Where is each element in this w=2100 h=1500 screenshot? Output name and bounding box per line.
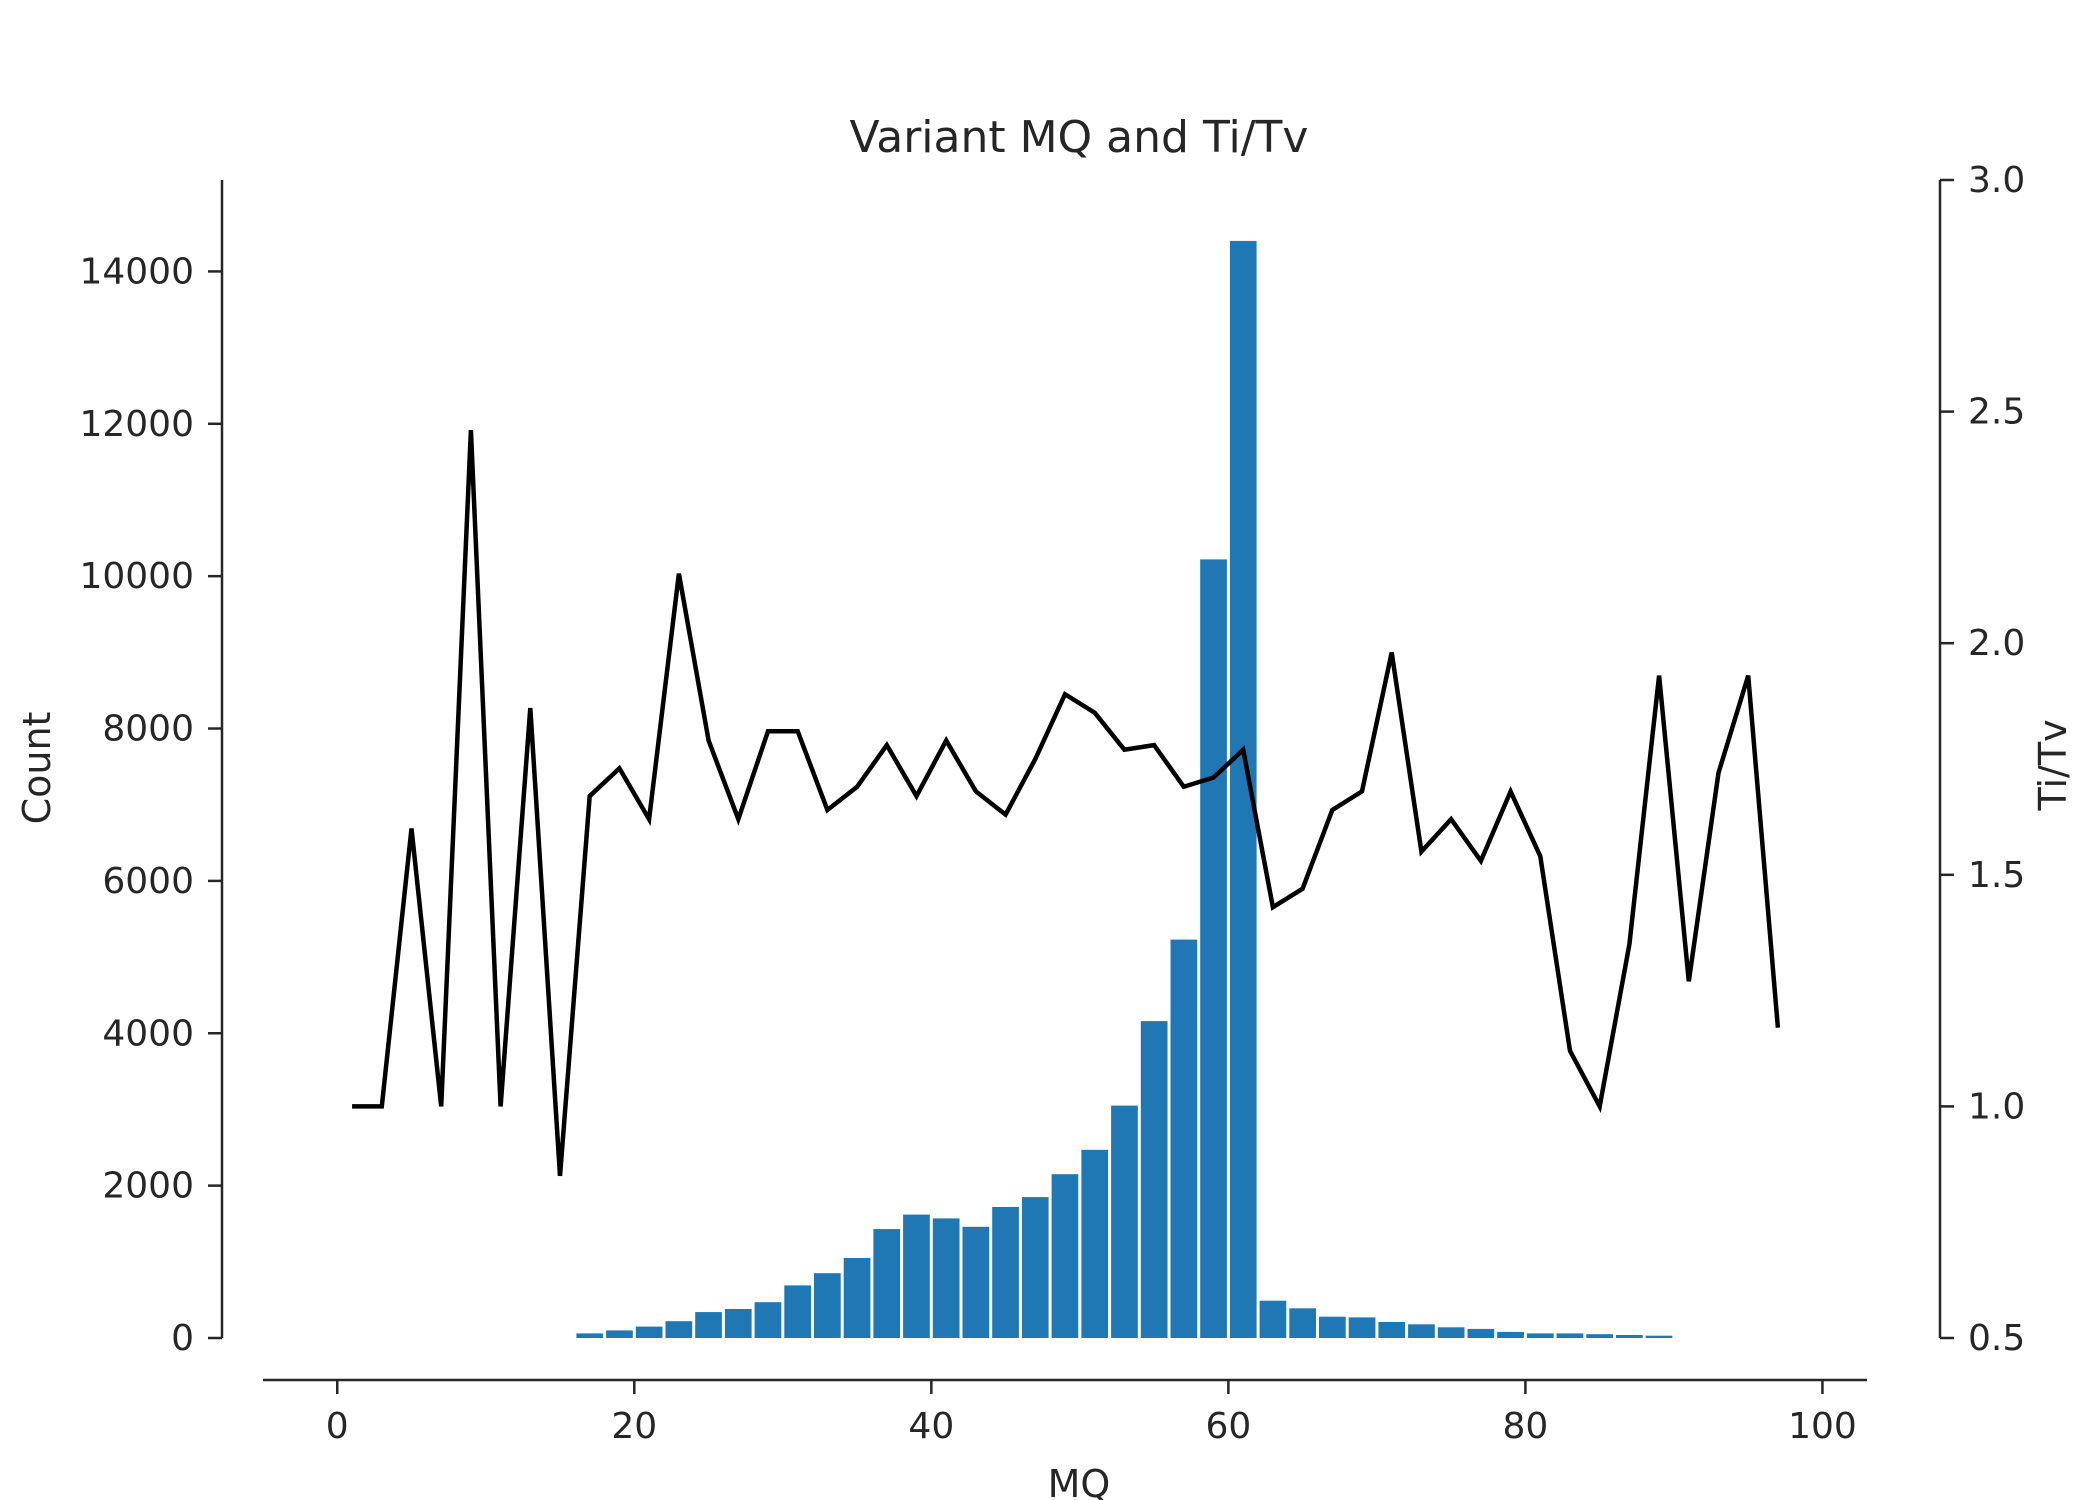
bar	[576, 1333, 604, 1338]
bar	[1437, 1327, 1465, 1338]
y2-tick-label: 0.5	[1968, 1318, 2025, 1359]
bar	[932, 1218, 960, 1338]
bar	[1319, 1316, 1346, 1338]
bar	[724, 1309, 752, 1338]
y2-tick-label: 3.0	[1968, 160, 2025, 201]
bar	[1616, 1335, 1643, 1338]
bar	[1497, 1331, 1524, 1338]
bar	[784, 1285, 811, 1338]
bar	[754, 1302, 782, 1338]
y-axis-label: Count	[15, 712, 59, 825]
bar	[1556, 1333, 1584, 1338]
y-tick-label: 0	[171, 1318, 194, 1359]
bar	[1200, 559, 1227, 1338]
y-tick-label: 8000	[102, 709, 194, 750]
x-tick-label: 40	[908, 1406, 954, 1447]
y2-tick-label: 2.0	[1968, 623, 2025, 664]
bar	[1170, 939, 1198, 1338]
y-tick-label: 4000	[102, 1013, 194, 1054]
bar	[1645, 1335, 1673, 1338]
y-tick-label: 10000	[79, 556, 194, 597]
bar	[1348, 1317, 1376, 1338]
bar	[843, 1258, 871, 1338]
x-tick-label: 80	[1503, 1406, 1549, 1447]
bar	[962, 1226, 990, 1338]
bar	[1586, 1334, 1613, 1338]
y-tick-label: 2000	[102, 1166, 194, 1207]
y-tick-label: 6000	[102, 861, 194, 902]
bar	[1111, 1105, 1138, 1338]
bar	[1408, 1324, 1435, 1338]
bar	[1259, 1300, 1287, 1338]
x-tick-label: 100	[1788, 1406, 1857, 1447]
bar	[873, 1229, 901, 1338]
bar	[903, 1214, 930, 1338]
bar	[665, 1321, 693, 1338]
line-layer	[352, 430, 1781, 1177]
y2-tick-label: 1.0	[1968, 1086, 2025, 1127]
bar	[1378, 1322, 1406, 1338]
bar	[1081, 1149, 1109, 1338]
bar	[814, 1273, 841, 1338]
bar	[1051, 1174, 1079, 1338]
x-tick-label: 60	[1205, 1406, 1251, 1447]
titv-line	[352, 430, 1781, 1177]
y2-tick-label: 2.5	[1968, 392, 2025, 433]
y2-axis-label: Ti/Tv	[2031, 719, 2075, 811]
bar	[1467, 1328, 1495, 1338]
y-tick-label: 14000	[79, 251, 194, 292]
bar	[992, 1207, 1019, 1338]
bar	[635, 1326, 663, 1338]
bar	[606, 1330, 633, 1338]
bar	[1140, 1021, 1168, 1338]
bar	[1021, 1197, 1049, 1338]
y-tick-label: 12000	[79, 404, 194, 445]
bar	[1289, 1308, 1316, 1338]
chart-title: Variant MQ and Ti/Tv	[850, 112, 1309, 163]
bar	[695, 1312, 722, 1338]
bar	[1526, 1333, 1554, 1338]
x-axis-label: MQ	[1048, 1462, 1111, 1500]
x-tick-label: 0	[326, 1406, 349, 1447]
bars-layer	[576, 240, 1673, 1338]
x-tick-label: 20	[611, 1406, 657, 1447]
y2-tick-label: 1.5	[1968, 855, 2025, 896]
axes-layer: 0 2000 4000 6000 8000 10000 12000 14000 0.5 1.0 1.…	[79, 160, 2025, 1447]
